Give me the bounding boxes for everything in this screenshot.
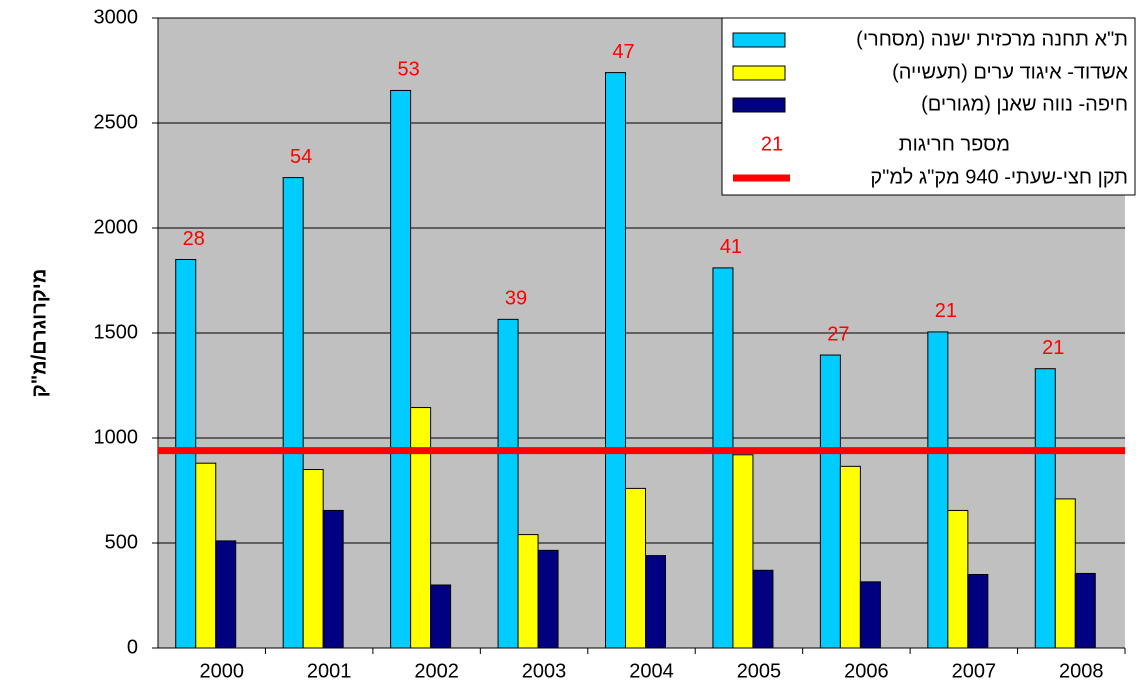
- legend-swatch: [732, 97, 786, 113]
- exceedance-label: 54: [290, 146, 312, 168]
- bar: [645, 555, 666, 649]
- bar: [927, 331, 949, 649]
- exceedance-label: 41: [720, 236, 742, 258]
- bar: [1034, 368, 1056, 649]
- bar: [625, 487, 646, 649]
- legend-label: אשדוד- איגוד ערים (תעשייה): [892, 61, 1128, 83]
- y-tick-label: 2500: [94, 111, 139, 133]
- bar: [322, 509, 344, 649]
- x-tick-label: 2003: [522, 660, 567, 682]
- x-tick-label: 2006: [844, 660, 889, 682]
- bar: [752, 569, 774, 649]
- bar: [537, 549, 559, 649]
- bar: [1074, 572, 1096, 649]
- y-tick-label: 0: [127, 636, 138, 658]
- y-tick-label: 3000: [94, 6, 139, 28]
- exceedance-label: 27: [827, 323, 849, 345]
- x-tick-label: 2000: [199, 660, 244, 682]
- bar: [839, 465, 861, 649]
- x-tick-label: 2001: [307, 660, 352, 682]
- y-axis-title: מיקרוגרם/מ"ק: [28, 269, 50, 398]
- bar: [605, 72, 626, 649]
- bar: [947, 509, 969, 649]
- exceedance-label: 47: [612, 41, 634, 63]
- exceedance-label: 21: [1042, 337, 1064, 359]
- bar: [282, 177, 304, 649]
- y-tick-label: 2000: [94, 216, 139, 238]
- exceedance-label: 39: [505, 288, 527, 310]
- x-tick-label: 2008: [1059, 660, 1104, 682]
- bar: [215, 540, 237, 649]
- x-tick-label: 2002: [414, 660, 459, 682]
- bar: [497, 318, 519, 649]
- legend-label: מספר חריגות: [899, 133, 1010, 155]
- bar: [390, 89, 412, 649]
- y-tick-label: 1000: [94, 426, 139, 448]
- bar: [732, 454, 754, 649]
- x-tick-label: 2007: [952, 660, 997, 682]
- bar: [430, 584, 452, 649]
- legend-sample: 21: [761, 133, 783, 155]
- exceedance-label: 28: [183, 228, 205, 250]
- legend-swatch: [732, 32, 786, 48]
- bar: [712, 267, 734, 649]
- legend-label: תקן חצי-שעתי- 940 מק"ג למ"ק: [870, 166, 1128, 188]
- bar: [967, 574, 989, 649]
- bar: [859, 581, 881, 649]
- bar: [195, 462, 217, 649]
- exceedance-label: 53: [397, 59, 419, 81]
- bar: [819, 354, 841, 649]
- y-tick-label: 1500: [94, 321, 139, 343]
- legend-swatch: [732, 65, 786, 81]
- x-tick-label: 2004: [629, 660, 674, 682]
- bar: [1054, 498, 1076, 649]
- bar: [302, 469, 324, 649]
- bar: [517, 534, 539, 649]
- legend-label: ת"א תחנה מרכזית ישנה (מסחרי): [856, 28, 1128, 50]
- y-tick-label: 500: [105, 531, 138, 553]
- bar: [410, 407, 432, 649]
- legend-label: חיפה- נווה שאנן (מגורים): [921, 93, 1128, 115]
- legend-box: [721, 17, 1136, 196]
- x-tick-label: 2005: [737, 660, 782, 682]
- exceedance-label: 21: [935, 300, 957, 322]
